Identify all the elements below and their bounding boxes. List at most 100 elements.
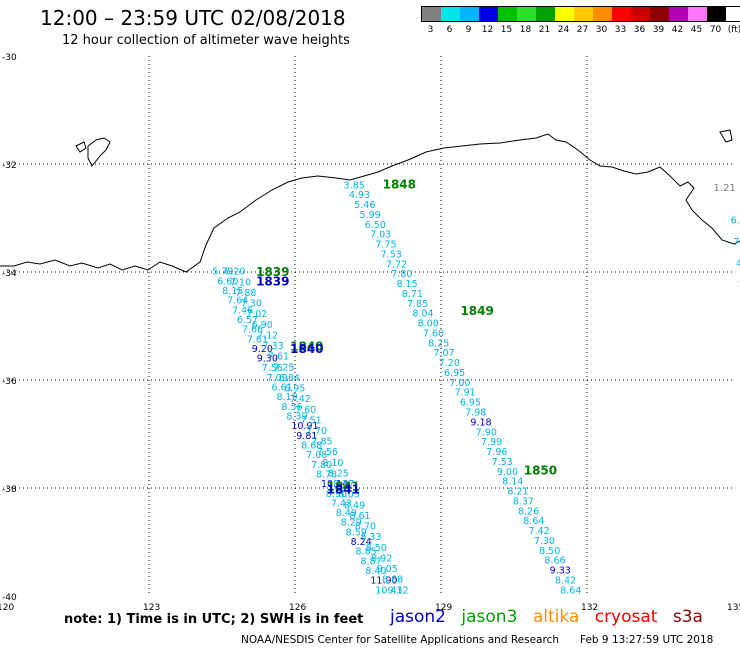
wave-height-value: 7.55 <box>739 280 740 291</box>
wave-height-value: 10.14 <box>321 479 348 490</box>
legend-swatch <box>669 7 688 21</box>
wave-height-value: 7.88 <box>235 288 256 299</box>
wave-height-value: 7.66 <box>242 325 263 336</box>
latitude-label: -34 <box>2 269 17 279</box>
wave-height-value: 8.25 <box>428 338 449 349</box>
latitude-label: -32 <box>2 161 17 171</box>
wave-height-value: 7.85 <box>407 299 428 310</box>
longitude-label: 135 <box>727 603 740 613</box>
legend-label: 24 <box>557 25 570 35</box>
wave-height-value: 7.43 <box>331 498 352 509</box>
legend-label: 18 <box>519 25 532 35</box>
wave-height-value: 7.00 <box>449 378 470 389</box>
wave-height-value: 9.00 <box>497 467 518 478</box>
wave-height-value: 8.61 <box>349 511 370 522</box>
wave-height-value: 8.70 <box>355 522 376 533</box>
orbit-number-label: 1841 <box>327 482 360 496</box>
latitude-label: -40 <box>2 593 17 603</box>
satellite-s3a: s3a <box>672 607 703 627</box>
wave-height-value: 7.90 <box>476 427 497 438</box>
wave-height-value: 7.85 <box>311 437 332 448</box>
wave-height-value: 8.04 <box>412 309 433 320</box>
wave-height-value: 7.07 <box>433 348 454 359</box>
wave-height-value: 8.25 <box>328 468 349 479</box>
satellite-jason2: jason2 <box>390 607 446 627</box>
wave-height-value: 7.30 <box>534 536 555 547</box>
legend-swatch <box>650 7 669 21</box>
legend-label: 6 <box>446 25 453 35</box>
legend-swatch <box>555 7 574 21</box>
wave-height-value: 8.14 <box>502 477 523 488</box>
legend-label: 9 <box>465 25 472 35</box>
longitude-label: 132 <box>581 603 598 613</box>
orbit-number-label: 1841 <box>327 480 360 494</box>
legend-label: 3 <box>427 25 434 35</box>
wave-height-value: 1.21 <box>714 183 736 194</box>
legend-swatch <box>460 7 479 21</box>
orbit-number-label: 1839 <box>256 275 289 289</box>
legend-label: 15 <box>500 25 513 35</box>
wave-height-value: 5.79 <box>212 267 233 278</box>
wave-height-value: 7.42 <box>529 526 550 537</box>
satellite-legend: jason2 jason3 altika cryosat s3a <box>390 607 713 627</box>
wave-height-value: 7.25 <box>273 362 294 373</box>
orbit-number-label: 1840 <box>290 342 323 356</box>
wave-height-value: 9.30 <box>257 354 278 365</box>
legend-label: (ft) <box>727 25 740 35</box>
wave-height-value: 7.12 <box>257 330 278 341</box>
latitude-label: -38 <box>2 485 17 495</box>
wave-height-value: 7.91 <box>455 388 476 399</box>
wave-height-value: 8.24 <box>351 537 372 548</box>
legend-label: 39 <box>652 25 665 35</box>
wave-height-value: 7.61 <box>268 352 289 363</box>
legend-swatch <box>422 7 441 21</box>
legend-swatch <box>688 7 707 21</box>
wave-height-value: 7.02 <box>246 309 267 320</box>
wave-height-value: 6.61 <box>272 383 293 394</box>
wave-height-value: 8.00 <box>418 319 439 330</box>
legend-labels: 3 6 9 12 15 18 21 24 27 30 33 36 39 42 45 70 (ft) <box>421 25 740 35</box>
wave-height-value: 8.50 <box>366 543 387 554</box>
wave-height-value: 7.51 <box>301 415 322 426</box>
legend-swatches <box>421 6 740 22</box>
satellite-jason3: jason3 <box>461 607 518 627</box>
wave-height-value: 6.90 <box>252 320 273 331</box>
wave-height-value: 8.15 <box>396 279 417 290</box>
wave-height-value: 7.98 <box>465 407 486 418</box>
wave-height-value: 10.91 <box>291 421 318 432</box>
orbit-number-label: 1839 <box>256 265 289 279</box>
wave-height-value: 6.50 <box>365 220 386 231</box>
wave-height-value: 6.95 <box>284 384 305 395</box>
orbit-number-label: 1849 <box>460 304 493 318</box>
wave-height-value: 6.60 <box>217 276 238 287</box>
orbit-number-label: 1840 <box>290 339 323 353</box>
map-title: 12:00 – 23:59 UTC 02/08/2018 <box>40 6 346 30</box>
legend-swatch <box>574 7 593 21</box>
longitude-label: 126 <box>289 603 306 613</box>
wave-height-value: 7.20 <box>439 358 460 369</box>
wave-height-value: 9.18 <box>470 417 491 428</box>
wave-height-value: 9.05 <box>377 564 398 575</box>
legend-label: 42 <box>671 25 684 35</box>
satellite-altika: altika <box>532 607 580 627</box>
legend-label: 30 <box>595 25 608 35</box>
wave-height-value: 8.68 <box>301 440 322 451</box>
wave-height-value: 7.03 <box>370 230 391 241</box>
wave-height-value: 6.84 <box>279 373 300 384</box>
wave-height-value: 7.42 <box>290 394 311 405</box>
generation-timestamp: Feb 9 13:27:59 UTC 2018 <box>580 634 714 646</box>
legend-swatch <box>441 7 460 21</box>
color-legend: 3 6 9 12 15 18 21 24 27 30 33 36 39 42 45 70 (ft) <box>421 6 740 35</box>
wave-height-value: 8.42 <box>555 575 576 586</box>
wave-height-value: 9.12 <box>387 585 408 596</box>
wave-height-value: 6.57 <box>237 315 258 326</box>
island-outline <box>87 137 111 167</box>
wave-height-value: 10.43 <box>375 585 402 596</box>
wave-height-value: 8.19 <box>276 392 297 403</box>
wave-height-value: 8.71 <box>402 289 423 300</box>
wave-height-value: 8.59 <box>346 527 367 538</box>
wave-height-value: 8.64 <box>560 585 581 596</box>
wave-height-value: 7.46 <box>232 305 253 316</box>
legend-label: 33 <box>614 25 627 35</box>
